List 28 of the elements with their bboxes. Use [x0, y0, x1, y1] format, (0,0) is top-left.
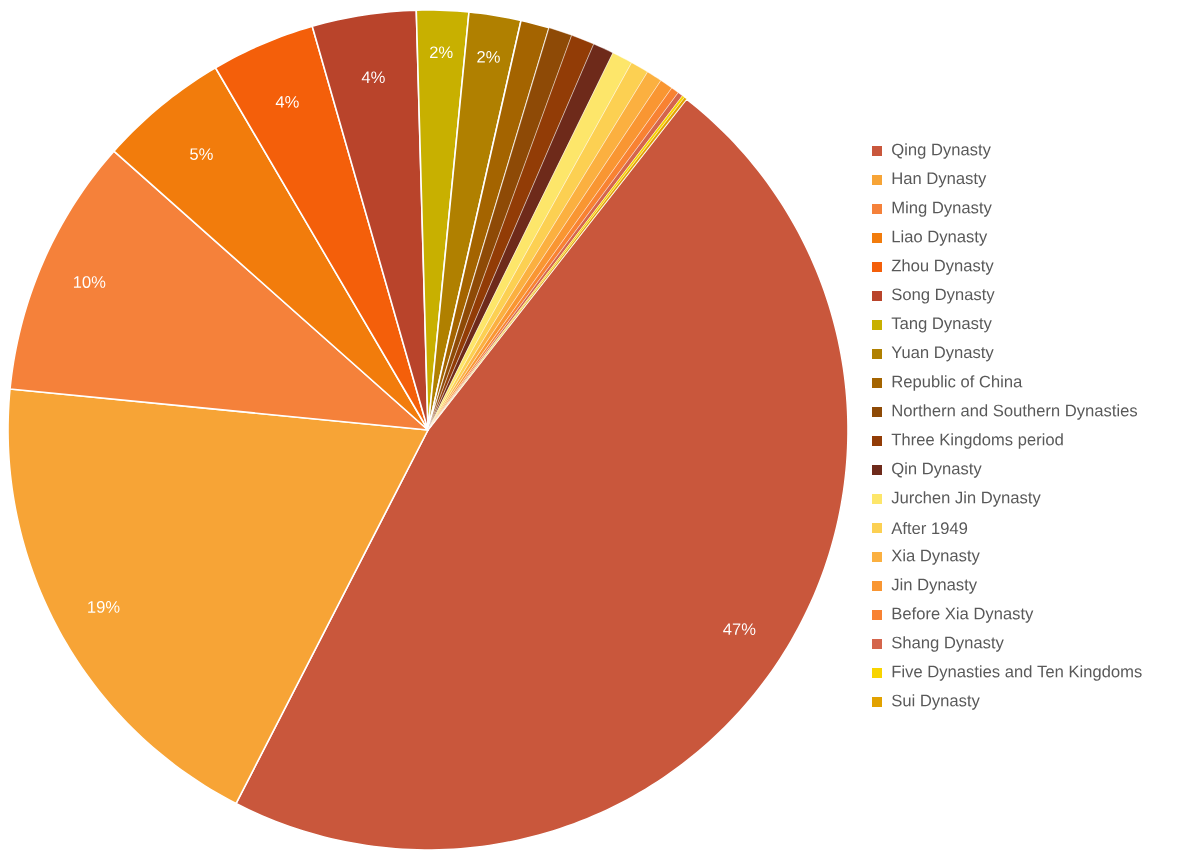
data-label: 5% — [190, 148, 213, 161]
data-label: 47% — [723, 623, 756, 636]
legend-label: Song Dynasty — [892, 288, 995, 304]
legend-label: Shang Dynasty — [892, 636, 1004, 652]
legend-label: Ming Dynasty — [892, 201, 992, 217]
legend-label: Zhou Dynasty — [891, 259, 994, 275]
data-label: 2% — [430, 46, 453, 59]
data-label: 19% — [88, 601, 120, 613]
legend-label: Jin Dynasty — [891, 578, 978, 594]
legend-label: Three Kingdoms period — [891, 433, 1063, 449]
legend-label: Qin Dynasty — [892, 462, 982, 478]
legend-label: Republic of China — [892, 375, 1023, 391]
legend-label: Xia Dynasty — [891, 549, 980, 565]
legend-label: Han Dynasty — [892, 172, 987, 188]
legend-label: Liao Dynasty — [892, 230, 988, 246]
legend-label: Yuan Dynasty — [891, 346, 994, 362]
legend-label: Jurchen Jin Dynasty — [891, 491, 1041, 507]
data-label: 4% — [361, 71, 385, 84]
legend-label: Before Xia Dynasty — [892, 607, 1034, 623]
legend-label: Five Dynasties and Ten Kingdoms — [892, 665, 1142, 681]
legend-label: Qing Dynasty — [892, 143, 991, 159]
legend-label: Sui Dynasty — [892, 694, 980, 710]
legend-label: Tang Dynasty — [891, 317, 992, 333]
data-label: 4% — [275, 96, 299, 108]
data-label: 10% — [73, 276, 106, 289]
data-label: 2% — [477, 51, 500, 63]
legend-label: Northern and Southern Dynasties — [892, 404, 1138, 420]
legend-label: After 1949 — [891, 522, 968, 535]
